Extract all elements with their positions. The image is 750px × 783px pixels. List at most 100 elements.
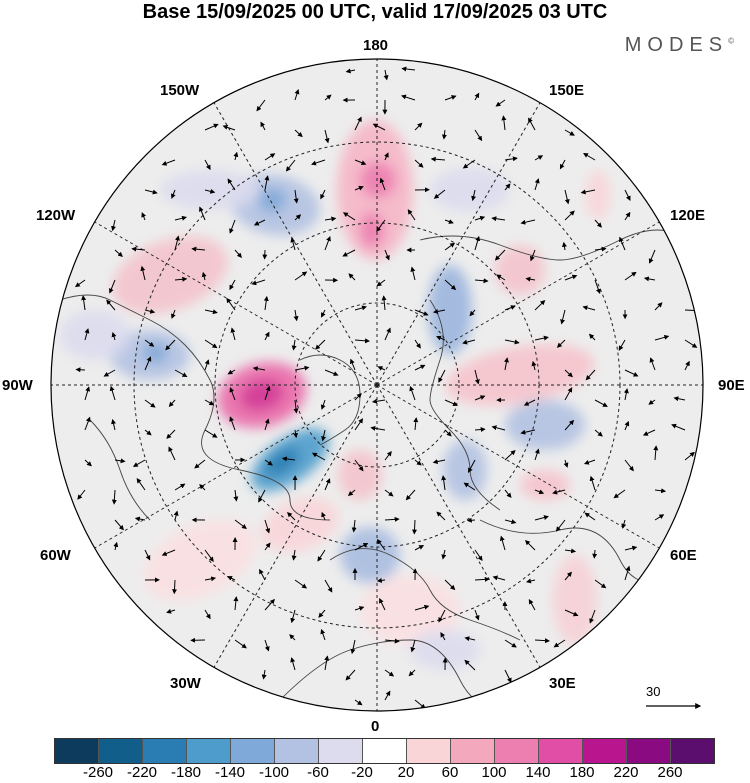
- colorbar-label: -180: [170, 764, 202, 781]
- wind-vector-arrow: [379, 177, 386, 191]
- anomaly-shading: [60, 120, 610, 670]
- lon-label-90w: 90W: [2, 377, 33, 394]
- lon-label-60w: 60W: [40, 547, 71, 564]
- lon-label-180: 180: [363, 37, 389, 54]
- wind-vector-arrow: [144, 189, 158, 195]
- colorbar-swatch: [98, 739, 142, 763]
- wind-vector-arrow: [412, 519, 418, 535]
- wind-vector-arrow: [463, 482, 476, 491]
- wind-vector-arrow: [468, 459, 476, 473]
- wind-vector-arrow: [370, 425, 386, 431]
- wind-vector-arrow: [384, 327, 391, 341]
- lon-label-60e: 60E: [670, 547, 697, 564]
- anomaly-patch: [428, 265, 472, 355]
- wind-vector-arrow: [174, 235, 180, 251]
- anomaly-patch: [143, 343, 167, 363]
- wind-vector-arrow: [654, 302, 663, 311]
- wind-vector-arrow: [204, 339, 218, 349]
- colorbar-label: -220: [126, 764, 158, 781]
- anomaly-patch: [240, 379, 284, 411]
- wind-vector-arrow: [371, 398, 386, 404]
- wind-vector-arrow: [84, 386, 91, 401]
- wind-vector-arrow: [354, 159, 367, 166]
- wind-vector-arrow: [594, 429, 603, 437]
- wind-vector-arrow: [648, 399, 656, 405]
- wind-vector-arrow: [559, 159, 566, 170]
- wind-vector-arrow: [204, 188, 216, 194]
- wind-vector-arrow: [528, 117, 536, 131]
- wind-vector-arrow: [345, 68, 356, 74]
- wind-vector-arrow: [564, 387, 573, 401]
- lon-label-120w: 120W: [36, 207, 76, 224]
- wind-vector-arrow: [318, 609, 326, 618]
- wind-vector-arrow: [594, 279, 601, 295]
- wind-vector-arrow: [384, 669, 395, 677]
- wind-vector-arrow: [492, 575, 506, 581]
- wind-vector-arrow: [324, 235, 331, 251]
- wind-vector-arrow: [441, 549, 447, 560]
- wind-vector-arrow: [564, 571, 572, 581]
- wind-vector-arrow: [106, 299, 116, 311]
- wind-vector-arrow: [413, 417, 419, 431]
- wind-vector-arrow: [376, 538, 386, 551]
- wind-vector-arrow: [263, 295, 269, 311]
- wind-vector-arrow: [520, 429, 536, 435]
- colorbar-swatch: [494, 739, 538, 763]
- wind-vector-arrow: [144, 339, 155, 347]
- wind-vector-arrow: [144, 308, 156, 314]
- wind-vector-arrow: [474, 129, 483, 142]
- wind-vector-arrow: [561, 241, 567, 251]
- wind-vector-arrow: [621, 519, 627, 529]
- colorbar-label: 220: [613, 764, 639, 781]
- coastline: [59, 294, 331, 521]
- wind-vector-arrow: [495, 99, 506, 107]
- wind-vector-arrow: [438, 609, 446, 623]
- wind-vector-arrow: [584, 512, 596, 521]
- wind-vector-arrow: [444, 242, 456, 251]
- wind-vector-arrow: [414, 699, 426, 709]
- wind-vector-arrow: [354, 338, 370, 344]
- colorbar-swatch: [538, 739, 582, 763]
- wind-vector-arrow: [289, 634, 296, 641]
- wind-vector-arrow: [81, 295, 87, 311]
- wind-vector-arrow: [653, 445, 659, 461]
- wind-vector-arrow: [474, 549, 483, 562]
- wind-vector-arrow: [77, 489, 86, 500]
- wind-vector-arrow: [414, 545, 425, 551]
- wind-vector-arrow: [494, 249, 506, 261]
- wind-vector-arrow: [372, 123, 386, 131]
- wind-vector-arrow: [401, 66, 416, 72]
- wind-vector-arrow: [553, 639, 566, 648]
- wind-vector-arrow: [534, 335, 549, 341]
- colorbar-label: 260: [657, 764, 683, 781]
- wind-vector-arrow: [264, 459, 273, 466]
- wind-vector-arrow: [294, 579, 308, 589]
- wind-vector-arrow: [111, 331, 117, 341]
- anomaly-patch: [520, 470, 570, 500]
- wind-vector-arrow: [474, 278, 489, 284]
- wind-vector-arrow: [504, 305, 516, 311]
- wind-vector-arrow: [204, 359, 210, 371]
- anomaly-patch: [360, 212, 384, 248]
- wind-vector-arrow: [234, 519, 247, 530]
- wind-vector-arrow: [168, 446, 176, 461]
- wind-vector-arrow: [294, 129, 303, 138]
- wind-vector-arrow: [144, 399, 156, 408]
- wind-vector-arrow: [436, 511, 446, 521]
- wind-vector-arrow: [264, 153, 276, 161]
- wind-vector-arrow: [233, 596, 239, 611]
- wind-vector-arrow: [534, 178, 540, 191]
- wind-vector-arrow: [444, 95, 457, 101]
- wind-vector-arrow: [414, 159, 424, 168]
- wind-vector-arrow: [583, 152, 596, 161]
- wind-vector-arrow: [229, 416, 236, 431]
- wind-vector-arrow: [414, 309, 429, 316]
- wind-vector-arrow: [654, 488, 667, 494]
- wind-vector-arrow: [354, 392, 362, 401]
- lon-label-0: 0: [371, 718, 380, 735]
- wind-vector-arrow: [433, 189, 446, 199]
- anomaly-patch: [112, 236, 228, 314]
- wind-vector-arrow: [233, 151, 239, 161]
- wind-vector-arrow: [474, 427, 486, 433]
